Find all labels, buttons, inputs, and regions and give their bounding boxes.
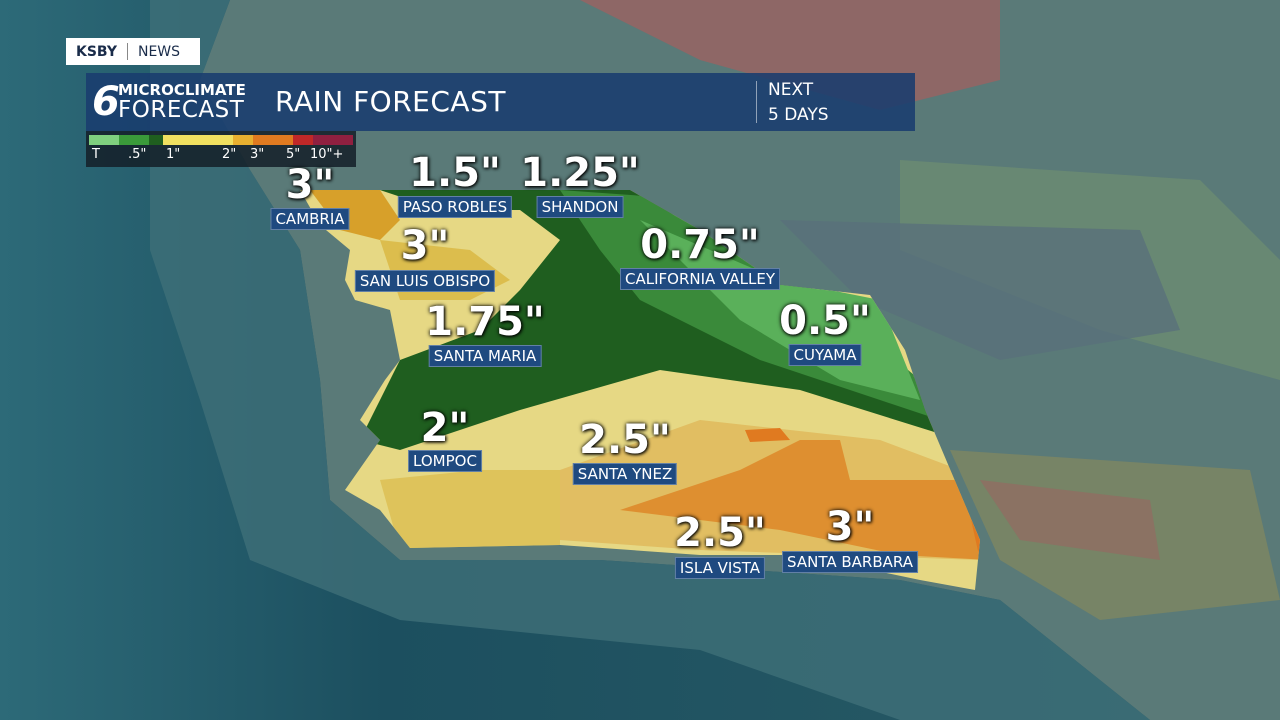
rain-amount: 3" <box>825 504 875 550</box>
location-name: SAN LUIS OBISPO <box>354 270 496 292</box>
rain-amount: 2.5" <box>674 510 766 556</box>
rain-amount: 3" <box>285 162 335 208</box>
location-name: SANTA MARIA <box>428 345 542 367</box>
network-tag: KSBY NEWS <box>66 38 200 65</box>
rain-amount: 0.5" <box>779 298 871 344</box>
brand-top: MICROCLIMATE <box>118 81 246 99</box>
legend-label: .5" <box>128 147 147 162</box>
rain-amount: 3" <box>400 223 450 269</box>
rain-amount: 1.5" <box>409 150 501 196</box>
legend-label: 10"+ <box>310 147 344 162</box>
legend-label: 5" <box>286 147 301 162</box>
logo: 6 <box>92 79 120 125</box>
rain-amount: 1.25" <box>520 150 640 196</box>
location-name: CALIFORNIA VALLEY <box>620 268 780 290</box>
location-name: SANTA BARBARA <box>782 551 918 573</box>
legend-label: T <box>92 147 100 162</box>
legend: T .5" 1" 2" 3" 5" 10"+ <box>86 131 356 167</box>
brand-bottom: FORECAST <box>118 97 245 123</box>
legend-scale <box>89 135 353 145</box>
rain-amount: 2.5" <box>579 417 671 463</box>
location-name: CAMBRIA <box>270 208 350 230</box>
location-name: ISLA VISTA <box>674 557 766 579</box>
legend-label: 2" <box>222 147 237 162</box>
legend-label: 3" <box>250 147 265 162</box>
location-name: SHANDON <box>536 196 624 218</box>
header-bar: 6 MICROCLIMATE FORECAST RAIN FORECAST NE… <box>86 73 915 131</box>
section: NEWS <box>137 43 181 60</box>
location-name: PASO ROBLES <box>397 196 513 218</box>
period: NEXT <box>768 80 814 100</box>
location-name: LOMPOC <box>408 450 482 472</box>
rain-amount: 0.75" <box>640 222 760 268</box>
location-name: CUYAMA <box>788 344 862 366</box>
title: RAIN FORECAST <box>275 85 506 118</box>
rain-amount: 2" <box>420 405 470 451</box>
rain-amount: 1.75" <box>425 299 545 345</box>
legend-label: 1" <box>166 147 181 162</box>
period: 5 DAYS <box>768 105 829 125</box>
location-name: SANTA YNEZ <box>572 463 678 485</box>
network: KSBY <box>76 43 117 60</box>
